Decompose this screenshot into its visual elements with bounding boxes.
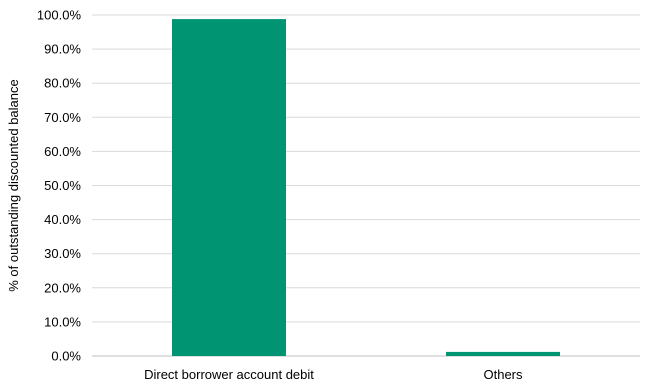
y-tick-label: 0.0% (51, 349, 81, 364)
y-axis-title: % of outstanding discounted balance (6, 79, 21, 292)
y-tick-label: 20.0% (44, 280, 81, 295)
y-tick-label: 70.0% (44, 110, 81, 125)
y-tick-label: 60.0% (44, 144, 81, 159)
bars (172, 19, 560, 356)
y-tick-label: 90.0% (44, 42, 81, 57)
x-axis-categories: Direct borrower account debit Others (144, 367, 523, 382)
y-tick-label: 50.0% (44, 178, 81, 193)
y-tick-label: 80.0% (44, 76, 81, 91)
x-category-label: Others (483, 367, 523, 382)
y-tick-label: 100.0% (37, 8, 82, 23)
y-tick-label: 10.0% (44, 314, 81, 329)
bar (446, 351, 560, 356)
bar (172, 19, 286, 356)
y-axis-ticks: 0.0% 10.0% 20.0% 30.0% 40.0% 50.0% 60.0% 70.0% 8… (37, 8, 82, 364)
y-tick-label: 30.0% (44, 246, 81, 261)
y-tick-label: 40.0% (44, 212, 81, 227)
x-category-label: Direct borrower account debit (144, 367, 314, 382)
